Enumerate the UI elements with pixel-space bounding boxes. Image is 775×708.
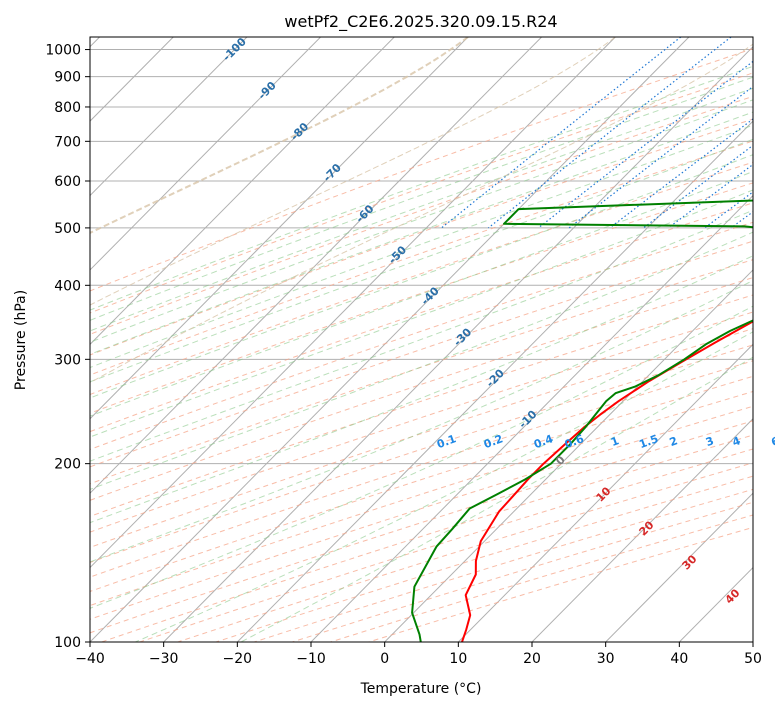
moist-adiabat	[240, 356, 753, 642]
mixing-ratio-label: 0.1	[435, 432, 458, 451]
x-tick-label: 50	[744, 651, 762, 667]
y-axis-title: Pressure (hPa)	[13, 290, 29, 390]
isotherm-line	[310, 194, 753, 642]
mixing-ratio-label: 0.6	[563, 432, 586, 451]
y-tick-label: 300	[54, 352, 81, 368]
mixing-ratio-line	[441, 37, 682, 229]
x-tick-label: −20	[223, 651, 253, 667]
reference-curve	[90, 43, 753, 384]
moist-adiabat	[90, 87, 753, 332]
x-tick-label: −10	[296, 651, 326, 667]
x-tick-label: 0	[380, 651, 389, 667]
x-tick-label: 20	[523, 651, 541, 667]
moist-adiabat	[90, 65, 753, 311]
x-axis: −40 −30 −20 −10 0 10 20 30 40 50	[75, 642, 762, 667]
moist-adiabat	[90, 189, 753, 438]
dry-adiabat	[90, 277, 753, 501]
chart-title: wetPf2_C2E6.2025.320.09.15.R24	[284, 12, 557, 32]
mixing-ratio-line	[537, 60, 753, 229]
y-tick-label: 700	[54, 134, 81, 150]
mixing-ratio-label: 0.2	[482, 432, 505, 451]
moist-adiabat	[90, 170, 753, 417]
isotherm-line	[90, 37, 616, 569]
y-tick-label: 500	[54, 221, 81, 237]
isotherm-line	[90, 37, 321, 271]
dry-adiabat	[90, 311, 753, 533]
isotherm-line	[90, 37, 542, 494]
mixing-ratio-label: 3	[704, 434, 716, 449]
isotherm-line	[531, 418, 753, 642]
mixing-ratio-line	[568, 85, 753, 229]
dry-adiabat	[90, 95, 753, 335]
reference-curve	[90, 37, 469, 235]
x-tick-label: −30	[149, 651, 179, 667]
dry-adiabat	[90, 161, 753, 396]
dry-adiabat	[90, 221, 753, 450]
y-tick-label: 1000	[45, 43, 81, 59]
isotherm-line	[90, 37, 469, 420]
mixing-ratio-label: 0.4	[532, 432, 555, 451]
series-layer	[411, 199, 753, 642]
mixing-ratio-label: 1	[609, 434, 621, 449]
mixing-ratio-label: 2	[668, 434, 680, 449]
moist-adiabat	[90, 279, 753, 563]
mixing-ratio-label: 6	[769, 434, 775, 449]
y-tick-label: 800	[54, 100, 81, 116]
plot-frame	[89, 36, 754, 643]
isotherm-line	[90, 37, 690, 642]
isotherm-line	[457, 343, 753, 642]
x-tick-label: −40	[75, 651, 105, 667]
dry-adiabat	[90, 240, 753, 468]
dry-adiabat	[90, 182, 753, 414]
moist-adiabat	[90, 209, 753, 462]
y-tick-label: 200	[54, 457, 81, 473]
moist-adiabat	[90, 124, 753, 369]
isotherm-line	[236, 120, 753, 642]
isotherm-line	[163, 46, 753, 642]
moist-adiabat	[90, 111, 753, 355]
y-tick-label: 400	[54, 278, 81, 294]
dry-adiabat	[90, 328, 753, 548]
background-lines	[90, 37, 753, 642]
y-axis: 100 200 300 400 500 600 700 800 900 1000	[45, 43, 90, 651]
y-tick-label: 600	[54, 174, 81, 190]
moist-adiabat	[135, 331, 753, 642]
mixing-ratio-line	[609, 118, 753, 229]
x-tick-label: 40	[670, 651, 688, 667]
isotherm-line	[384, 269, 753, 642]
isotherm-line	[90, 37, 248, 197]
temperature-profile	[461, 320, 753, 642]
reference-curve	[90, 37, 616, 306]
moist-adiabat	[90, 138, 753, 383]
dry-adiabat	[90, 72, 753, 314]
isotherm-line	[90, 37, 395, 346]
x-tick-label: 10	[449, 651, 467, 667]
x-axis-title: Temperature (°C)	[360, 681, 482, 697]
y-tick-label: 100	[54, 635, 81, 651]
dewpoint-profile	[411, 199, 753, 642]
y-tick-label: 900	[54, 70, 81, 86]
moist-adiabat	[90, 76, 753, 321]
x-tick-label: 30	[597, 651, 615, 667]
mixing-ratio-label: 4	[731, 434, 743, 449]
mixing-ratio-label: 1.5	[637, 432, 660, 451]
